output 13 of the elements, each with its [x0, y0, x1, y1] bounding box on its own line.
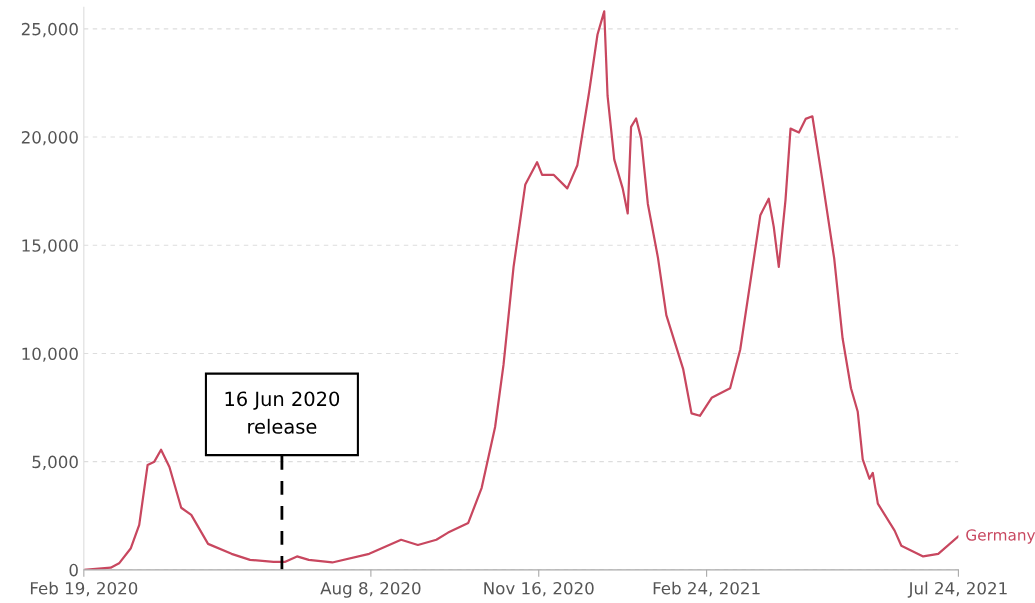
series-label: Germany [966, 529, 1035, 544]
x-tick-label: Feb 24, 2021 [653, 581, 760, 597]
ref-line-label: 16 Jun 2020 release [225, 391, 340, 434]
x-tick-label: Feb 19, 2020 [30, 581, 138, 597]
y-tick-label: 10,000 [22, 347, 78, 362]
y-tick-label: 0 [69, 563, 78, 577]
x-tick-label: Jul 24, 2021 [907, 581, 1007, 598]
x-tick-label: Nov 16, 2020 [484, 581, 594, 597]
y-tick-label: 25,000 [21, 22, 78, 38]
y-tick-label: 5,000 [32, 455, 78, 470]
x-tick-label: Aug 8, 2020 [320, 581, 421, 598]
y-tick-label: 20,000 [21, 131, 78, 146]
y-tick-label: 15,000 [22, 239, 78, 254]
